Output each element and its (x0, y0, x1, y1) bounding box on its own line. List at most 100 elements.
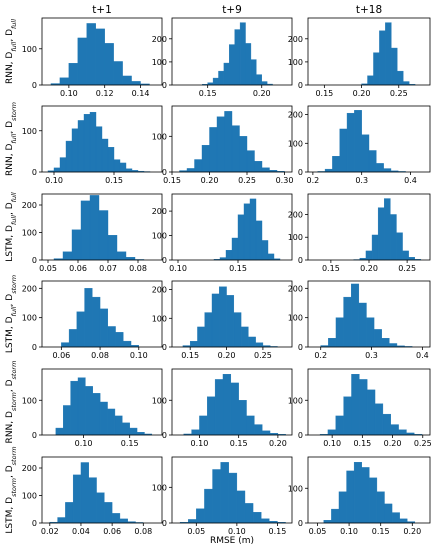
axes-frame (171, 280, 293, 348)
histogram-panel-r4-c2: 0.10 0.15 0.20 0.25 0 100 (288, 368, 432, 448)
histogram-bar (111, 513, 121, 524)
x-tick-label: 0.20 (353, 89, 371, 98)
histogram-bar (207, 396, 216, 436)
y-tick-label: 100 (152, 314, 167, 323)
y-tick-label: 0 (298, 519, 303, 528)
x-tick-label: 0.10 (169, 264, 187, 273)
histogram-bar (119, 518, 128, 524)
x-tick-label: 0.05 (187, 527, 205, 536)
histogram-bar (351, 283, 360, 348)
histogram-panel-r3-c1: 0.15 0.20 0.25 0 100 200 (152, 280, 293, 360)
y-tick-label: 0 (298, 256, 303, 265)
histogram-bar (119, 162, 127, 173)
histogram-bar (71, 128, 79, 173)
histogram-bar (252, 512, 262, 524)
y-tick-label: 0 (162, 81, 167, 90)
x-axis-label: RMSE (m) (210, 536, 254, 546)
histogram-panel-r5-c0: 0.02 0.04 0.06 0.08 0 100 200 (22, 456, 163, 536)
histogram-bar (248, 336, 256, 348)
histogram-bar (396, 232, 403, 261)
x-tick-label: 0.02 (41, 527, 59, 536)
y-tick-label: 200 (288, 111, 303, 120)
x-tick-label: 0.4 (404, 176, 417, 185)
y-tick-label: 0 (32, 343, 37, 352)
histogram-bar (231, 125, 240, 173)
histogram-bar (246, 150, 255, 173)
x-tick-label: 0.15 (229, 264, 247, 273)
histogram-bar (107, 408, 116, 436)
x-tick-label: 0.06 (52, 351, 70, 360)
axes-frame (307, 368, 431, 436)
axes-frame (41, 105, 163, 173)
y-tick-label: 100 (152, 232, 167, 241)
y-tick-label: 0 (32, 81, 37, 90)
histogram-bar (98, 210, 109, 261)
x-tick-label: 0.05 (39, 264, 57, 273)
histogram-bar (212, 469, 221, 524)
axes-frame (171, 456, 293, 524)
x-tick-label: 0.15 (163, 176, 181, 185)
histogram-bar (68, 329, 78, 348)
histogram-bar (80, 462, 89, 524)
histogram-bar (367, 75, 374, 86)
histogram-bar (346, 112, 355, 173)
histogram-bar (188, 519, 197, 524)
y-tick-label: 0 (32, 256, 37, 265)
histogram-bar (225, 250, 233, 261)
column-title-t9: t+9 (222, 4, 242, 16)
histogram-bar (243, 203, 251, 261)
histogram-bar (361, 134, 370, 173)
histogram-bar (107, 147, 115, 173)
row-label-2: LSTM, Dfull, Dfull (5, 192, 18, 262)
histogram-bar (55, 427, 64, 436)
histogram-bar (371, 234, 379, 261)
histogram-bar (385, 22, 392, 86)
y-tick-label: 100 (22, 45, 37, 54)
histogram-bar (65, 502, 74, 524)
x-tick-label: 0.2 (307, 176, 320, 185)
histogram-bar (234, 29, 241, 86)
histogram-bar (327, 429, 336, 436)
histogram-bar (338, 491, 347, 524)
histogram-bar (186, 168, 195, 173)
x-tick-label: 0.08 (91, 351, 109, 360)
histogram-bar (71, 229, 82, 261)
histogram-bar (383, 168, 392, 173)
histogram-bar (191, 429, 200, 436)
axes-frame (171, 105, 293, 173)
histogram-bar (233, 312, 242, 348)
histogram-bar (201, 145, 210, 173)
y-tick-label: 0 (32, 431, 37, 440)
histogram-bar (194, 159, 203, 173)
histogram-bar (244, 503, 254, 524)
histogram-bar (104, 43, 114, 86)
histogram-bar (250, 59, 257, 86)
axes-frame (41, 193, 163, 261)
histogram-bar (211, 293, 220, 348)
histogram-panel-r1-c2: 0.2 0.3 0.4 0 100 200 (288, 105, 431, 185)
histogram-bar (80, 200, 91, 261)
histogram-bar (62, 251, 73, 261)
histogram-bar (335, 415, 344, 436)
histogram-bar (68, 63, 79, 86)
x-tick-label: 0.12 (96, 89, 114, 98)
histogram-bar (99, 308, 109, 348)
y-tick-label: 0 (298, 343, 303, 352)
row-label-1: RNN, Dfull, Dstorm (5, 102, 18, 176)
histogram-bar (125, 257, 136, 261)
histogram-bar (343, 296, 352, 348)
histogram-bar (328, 338, 337, 348)
histogram-panel-r1-c0: 0.10 0.15 0 100 (22, 105, 163, 185)
histogram-bar (113, 159, 121, 173)
histogram-bar (346, 470, 355, 524)
row-label-0: RNN, Dfull, Dfull (5, 19, 18, 84)
histogram-bar (189, 341, 198, 348)
x-tick-label: 0.25 (398, 264, 416, 273)
y-tick-label: 200 (288, 35, 303, 44)
histogram-bar (204, 488, 213, 524)
y-tick-label: 100 (22, 492, 37, 501)
y-tick-label: 100 (288, 314, 303, 323)
histogram-bar (223, 62, 230, 86)
